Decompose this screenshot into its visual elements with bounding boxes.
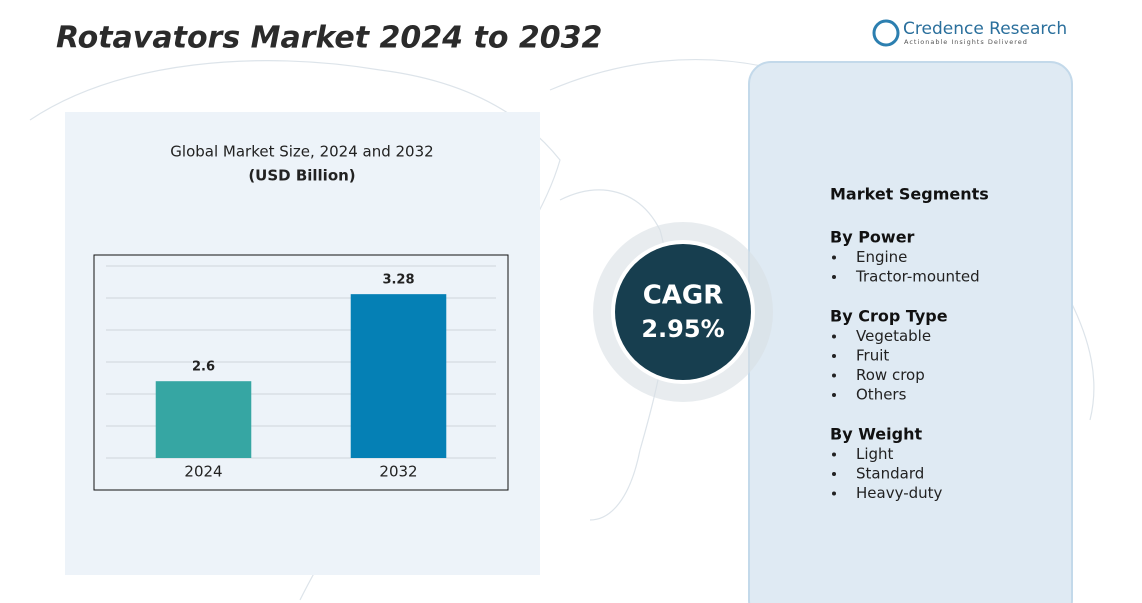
segment-title: By Weight: [830, 425, 922, 444]
bar: [350, 294, 447, 458]
logo-icon: [872, 19, 900, 47]
segment-item: Others: [856, 386, 907, 404]
segment-item: Standard: [856, 465, 924, 483]
segment-title: By Crop Type: [830, 307, 948, 326]
bullet: [832, 452, 836, 457]
chart-title: Global Market Size, 2024 and 2032: [170, 143, 433, 161]
bar: [155, 381, 252, 458]
x-tick-label: 2024: [184, 463, 222, 481]
bullet: [832, 393, 836, 397]
segment-item: Vegetable: [856, 327, 931, 345]
value-label: 2.6: [192, 360, 215, 375]
x-tick-label: 2032: [379, 463, 417, 481]
logo-name: Credence Research: [903, 19, 1067, 39]
segment-item: Fruit: [856, 347, 889, 365]
segment-item: Engine: [856, 248, 907, 266]
bullet: [832, 472, 836, 476]
segment-item: Row crop: [856, 366, 925, 384]
page-title: Rotavators Market 2024 to 2032: [56, 21, 602, 56]
cagr-circle: [615, 244, 751, 380]
bullet: [832, 255, 836, 260]
chart-subtitle: (USD Billion): [248, 167, 355, 185]
bullet: [832, 373, 836, 378]
bullet: [832, 491, 836, 496]
segment-title: By Power: [830, 228, 915, 247]
bullet: [832, 354, 836, 358]
segment-item: Light: [856, 445, 894, 463]
logo: Credence Research Actionable Insights De…: [872, 19, 1067, 47]
segment-item: Tractor-mounted: [855, 268, 980, 286]
logo-tagline: Actionable Insights Delivered: [904, 38, 1028, 46]
bullet: [832, 334, 836, 339]
segment-item: Heavy-duty: [856, 484, 943, 502]
value-label: 3.28: [382, 273, 414, 288]
cagr-label: CAGR: [643, 281, 724, 311]
bullet: [832, 275, 836, 279]
cagr-value: 2.95%: [641, 315, 724, 343]
segments-title: Market Segments: [830, 185, 989, 204]
